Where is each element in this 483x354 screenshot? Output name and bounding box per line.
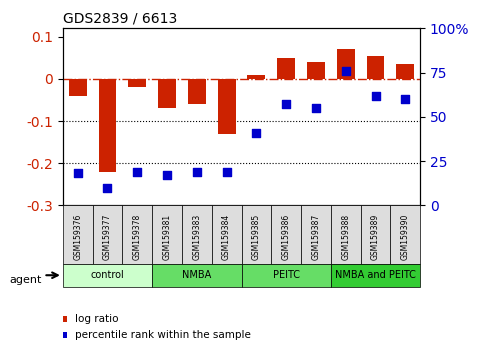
- Text: NMBA: NMBA: [182, 270, 212, 280]
- Text: GSM159384: GSM159384: [222, 214, 231, 260]
- Point: [312, 105, 320, 111]
- FancyBboxPatch shape: [93, 205, 122, 264]
- Text: GSM159381: GSM159381: [163, 214, 171, 260]
- FancyBboxPatch shape: [152, 264, 242, 287]
- Bar: [69, 79, 86, 96]
- FancyBboxPatch shape: [152, 205, 182, 264]
- Bar: [247, 75, 265, 79]
- Text: control: control: [91, 270, 124, 280]
- Text: GSM159390: GSM159390: [401, 214, 410, 261]
- FancyBboxPatch shape: [182, 205, 212, 264]
- Text: GSM159377: GSM159377: [103, 214, 112, 261]
- Text: GSM159383: GSM159383: [192, 214, 201, 260]
- FancyBboxPatch shape: [63, 205, 93, 264]
- Point: [104, 185, 112, 190]
- Text: GSM159387: GSM159387: [312, 214, 320, 260]
- Bar: [158, 79, 176, 108]
- Bar: [397, 64, 414, 79]
- FancyBboxPatch shape: [122, 205, 152, 264]
- FancyBboxPatch shape: [242, 264, 331, 287]
- Point: [163, 172, 171, 178]
- Bar: [277, 58, 295, 79]
- Text: PEITC: PEITC: [273, 270, 299, 280]
- Point: [342, 68, 350, 74]
- Text: NMBA and PEITC: NMBA and PEITC: [335, 270, 416, 280]
- Point: [193, 169, 201, 175]
- Point: [74, 171, 82, 176]
- Bar: [337, 50, 355, 79]
- Point: [253, 130, 260, 136]
- Text: GSM159376: GSM159376: [73, 214, 82, 261]
- FancyBboxPatch shape: [331, 205, 361, 264]
- FancyBboxPatch shape: [361, 205, 390, 264]
- FancyBboxPatch shape: [242, 205, 271, 264]
- FancyBboxPatch shape: [301, 205, 331, 264]
- Bar: [218, 79, 236, 134]
- FancyBboxPatch shape: [212, 205, 242, 264]
- FancyBboxPatch shape: [331, 264, 420, 287]
- Text: GSM159386: GSM159386: [282, 214, 291, 260]
- Bar: [128, 79, 146, 87]
- Point: [401, 96, 409, 102]
- Text: GSM159385: GSM159385: [252, 214, 261, 260]
- FancyBboxPatch shape: [390, 205, 420, 264]
- Bar: [367, 56, 384, 79]
- FancyBboxPatch shape: [63, 264, 152, 287]
- Text: GSM159378: GSM159378: [133, 214, 142, 260]
- Point: [282, 102, 290, 107]
- Text: agent: agent: [10, 275, 42, 285]
- Point: [223, 169, 230, 175]
- Text: log ratio: log ratio: [75, 314, 118, 324]
- Text: GSM159389: GSM159389: [371, 214, 380, 260]
- Point: [372, 93, 380, 98]
- Text: percentile rank within the sample: percentile rank within the sample: [75, 330, 251, 340]
- FancyBboxPatch shape: [271, 205, 301, 264]
- Bar: [188, 79, 206, 104]
- Bar: [307, 62, 325, 79]
- Point: [133, 169, 141, 175]
- Text: GDS2839 / 6613: GDS2839 / 6613: [63, 12, 177, 26]
- Bar: [99, 79, 116, 172]
- Text: GSM159388: GSM159388: [341, 214, 350, 260]
